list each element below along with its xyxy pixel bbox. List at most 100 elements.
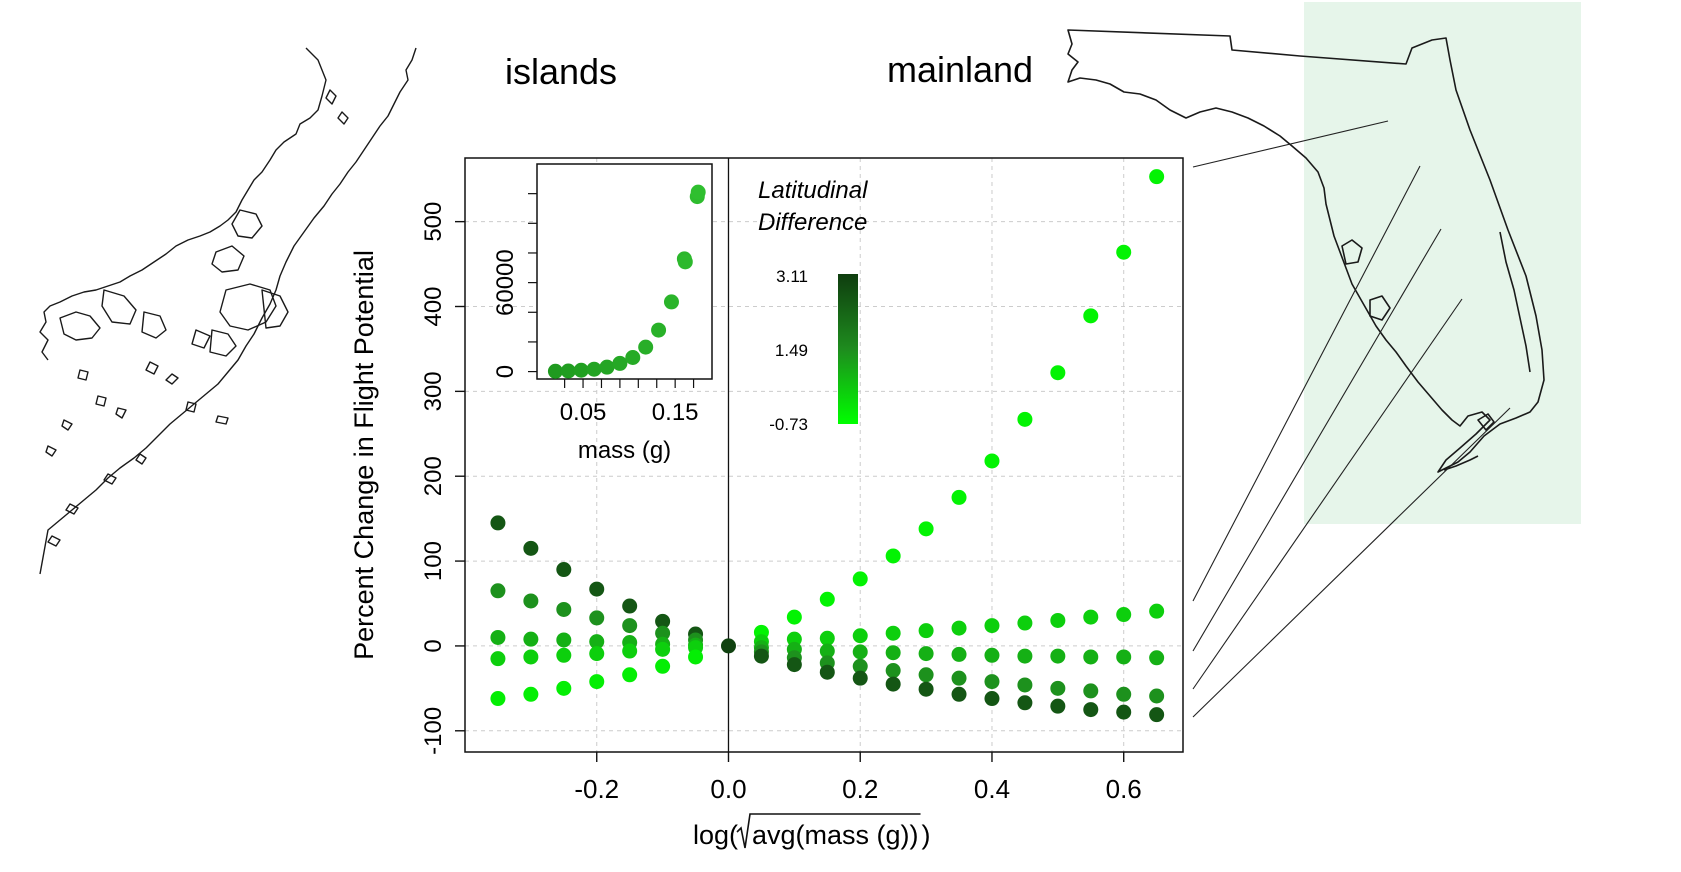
legend-label-high: 3.11 <box>776 267 808 286</box>
data-point <box>523 540 539 556</box>
connector-lines <box>1192 120 1511 718</box>
data-point <box>951 646 967 662</box>
data-point <box>720 638 736 654</box>
data-point <box>1083 609 1099 625</box>
data-point <box>622 618 638 634</box>
main-points <box>490 169 1165 723</box>
data-point <box>490 515 506 531</box>
inset-data-point <box>625 350 641 365</box>
data-point <box>918 623 934 639</box>
y-tick-label: 0 <box>420 639 447 652</box>
data-point <box>655 613 671 629</box>
legend-label-mid: 1.49 <box>775 341 808 360</box>
main-plot-frame <box>464 157 1184 753</box>
data-point <box>984 691 1000 707</box>
data-point <box>490 651 506 667</box>
inset-data-point <box>663 294 679 310</box>
data-point <box>523 649 539 665</box>
data-point <box>918 667 934 683</box>
y-tick-label: 200 <box>420 456 447 496</box>
inset-data-point <box>599 359 615 375</box>
data-point <box>589 646 605 662</box>
y-tick-label: 400 <box>420 286 447 326</box>
data-point <box>490 629 506 645</box>
data-point <box>556 562 572 578</box>
data-point <box>918 646 934 662</box>
data-point <box>556 632 572 648</box>
data-point <box>589 634 605 650</box>
legend-title-line2: Difference <box>758 209 867 236</box>
data-point <box>1116 607 1132 623</box>
data-point <box>1116 649 1132 665</box>
data-point <box>622 643 638 659</box>
inset-data-point <box>586 361 602 377</box>
data-point <box>852 628 868 644</box>
data-point <box>819 643 835 659</box>
main-x-axis-label: log( avg(mass (g)) ) <box>693 813 931 850</box>
legend-label-low: -0.73 <box>769 415 808 434</box>
inset-y-tick-label: 60000 <box>492 249 519 316</box>
y-tick-label: -100 <box>420 707 447 755</box>
data-point <box>655 625 671 641</box>
inset-data-point <box>651 322 667 338</box>
inset-y-axis: 0 60000 <box>492 193 537 378</box>
data-point <box>753 648 769 664</box>
data-point <box>688 649 704 665</box>
data-point <box>655 658 671 674</box>
inset-data-point <box>573 362 589 378</box>
data-point <box>951 686 967 702</box>
data-point <box>984 647 1000 663</box>
x-tick-label: 0.2 <box>842 774 878 804</box>
data-point <box>1149 603 1165 619</box>
data-point <box>1116 704 1132 720</box>
data-point <box>819 630 835 646</box>
x-axis-label-prefix: log( <box>693 820 738 850</box>
inset-data-point <box>547 363 563 379</box>
main-x-axis: -0.2 0.0 0.2 0.4 0.6 <box>574 752 1142 804</box>
data-point <box>852 571 868 587</box>
florida-map <box>1067 29 1545 473</box>
data-point <box>984 453 1000 469</box>
inset-x-tick-label: 0.15 <box>652 399 699 426</box>
data-point <box>556 601 572 617</box>
data-point <box>984 618 1000 634</box>
data-point <box>1017 695 1033 711</box>
data-point <box>1050 612 1066 628</box>
data-point <box>622 598 638 614</box>
inset-data-point <box>560 363 576 379</box>
data-point <box>951 670 967 686</box>
main-y-axis-label: Percent Change in Flight Potential <box>349 250 379 660</box>
color-legend: Latitudinal Difference 3.11 1.49 -0.73 <box>758 177 868 434</box>
data-point <box>951 489 967 505</box>
data-point <box>490 583 506 599</box>
data-point <box>523 631 539 647</box>
data-point <box>1149 707 1165 723</box>
main-y-axis: -100 0 100 200 300 400 500 <box>420 202 465 755</box>
inset-points <box>547 184 706 379</box>
inset-x-axis-label: mass (g) <box>578 437 671 464</box>
data-point <box>984 674 1000 690</box>
data-point <box>655 641 671 657</box>
inset-x-tick-label: 0.05 <box>560 399 607 426</box>
inset-data-point <box>638 339 654 355</box>
data-point <box>589 610 605 626</box>
data-point <box>1149 169 1165 185</box>
data-point <box>1083 308 1099 324</box>
data-point <box>885 625 901 641</box>
data-point <box>1149 688 1165 704</box>
data-point <box>1116 244 1132 260</box>
data-point <box>852 670 868 686</box>
data-point <box>556 680 572 696</box>
data-point <box>1083 702 1099 718</box>
data-point <box>786 609 802 625</box>
data-point <box>490 691 506 707</box>
data-point <box>1116 686 1132 702</box>
data-point <box>852 658 868 674</box>
y-tick-label: 100 <box>420 541 447 581</box>
data-point <box>1017 615 1033 631</box>
data-point <box>852 644 868 660</box>
inset-y-tick-label: 0 <box>492 365 519 378</box>
inset-chart: 0.05 0.15 0 60000 mass (g) <box>492 163 713 464</box>
data-point <box>885 676 901 692</box>
data-point <box>1050 648 1066 664</box>
